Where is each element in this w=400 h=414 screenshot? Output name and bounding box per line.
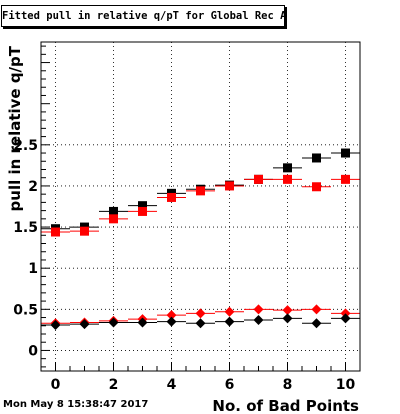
data-point-diamond xyxy=(311,304,322,315)
data-point-square xyxy=(51,227,60,237)
data-point-square xyxy=(109,206,118,216)
x-axis-label: No. of Bad Points xyxy=(212,397,359,414)
data-point-square xyxy=(225,181,234,191)
data-point-square xyxy=(312,182,321,192)
data-point-diamond xyxy=(79,319,90,330)
x-tick-label: 10 xyxy=(336,377,356,393)
data-point-diamond xyxy=(195,318,206,329)
data-point-diamond xyxy=(137,317,148,328)
data-series xyxy=(41,174,360,237)
data-point-square xyxy=(254,174,263,184)
plot-frame xyxy=(40,41,361,372)
data-point-square xyxy=(80,226,89,236)
data-point-diamond xyxy=(195,308,206,319)
data-point-diamond xyxy=(108,317,119,328)
data-point-diamond xyxy=(166,316,177,327)
data-point-square xyxy=(138,206,147,216)
data-point-diamond xyxy=(224,316,235,327)
x-tick-label: 2 xyxy=(109,377,119,393)
y-tick-label: 2.5 xyxy=(13,138,38,154)
x-tick-label: 0 xyxy=(51,377,61,393)
chart-title: Fitted pull in relative q/pT for Global … xyxy=(1,5,285,27)
data-point-diamond xyxy=(224,306,235,317)
timestamp: Mon May 8 15:38:47 2017 xyxy=(3,399,149,410)
x-tick-label: 8 xyxy=(283,377,293,393)
data-point-square xyxy=(283,174,292,184)
data-point-diamond xyxy=(253,315,264,326)
data-point-diamond xyxy=(282,313,293,324)
data-point-diamond xyxy=(166,310,177,321)
x-tick-label: 4 xyxy=(167,377,177,393)
y-tick-label: 0.5 xyxy=(13,302,38,318)
y-tick-label: 0 xyxy=(28,343,38,359)
data-point-square xyxy=(167,192,176,202)
grid-lines xyxy=(41,42,360,371)
y-tick-label: 1 xyxy=(28,261,38,277)
data-point-diamond xyxy=(282,305,293,316)
data-point-square xyxy=(283,163,292,173)
data-point-square xyxy=(312,153,321,163)
data-point-square xyxy=(196,186,205,196)
data-point-square xyxy=(341,148,350,158)
data-point-square xyxy=(109,214,118,224)
data-marks xyxy=(41,148,360,330)
y-axis-label: pull in relative q/pT xyxy=(6,45,24,211)
data-point-diamond xyxy=(311,318,322,329)
data-point-square xyxy=(341,174,350,184)
x-tick-label: 6 xyxy=(225,377,235,393)
data-point-square xyxy=(138,201,147,211)
y-tick-label: 2 xyxy=(28,179,38,195)
y-tick-label: 1.5 xyxy=(13,220,38,236)
data-point-diamond xyxy=(253,304,264,315)
tick-labels: 0 2 4 6 8 10 0 0.5 1 1.5 2 2.5 xyxy=(13,138,355,393)
data-series xyxy=(41,313,360,330)
axis-ticks xyxy=(41,45,346,371)
data-point-diamond xyxy=(50,319,61,330)
data-point-diamond xyxy=(340,313,351,324)
